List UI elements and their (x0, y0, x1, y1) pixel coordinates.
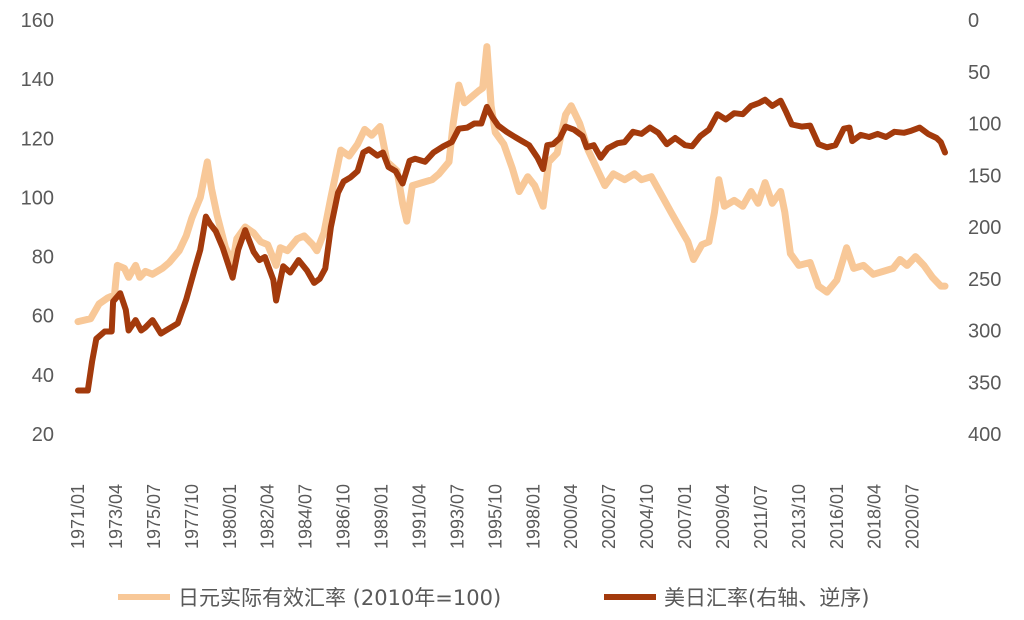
right-axis-tick-label: 300 (968, 321, 1001, 343)
left-axis-tick-label: 160 (21, 10, 54, 32)
series-line-usdjpy (75, 96, 948, 394)
left-axis-tick-label: 20 (32, 424, 54, 446)
legend-label-usdjpy: 美日汇率(右轴、逆序) (664, 586, 869, 610)
x-axis-tick-label: 2002/07 (599, 484, 619, 549)
right-axis-ticks: 0 50 100 150 200 250 300 350 400 (968, 10, 1001, 446)
right-axis-tick-label: 200 (968, 217, 1001, 239)
x-axis-tick-label: 1995/10 (485, 484, 505, 549)
left-axis-ticks: 20 40 60 80 100 120 140 160 (21, 10, 54, 446)
series-lines (74, 43, 949, 394)
x-axis-tick-label: 1993/07 (447, 484, 467, 549)
legend: 日元实际有效汇率 (2010年=100) 美日汇率(右轴、逆序) (118, 586, 869, 610)
x-axis-tick-label: 2013/10 (789, 484, 809, 549)
x-axis-tick-label: 2007/01 (675, 484, 695, 549)
x-axis-tick-label: 1973/04 (106, 484, 126, 549)
x-axis-tick-label: 1989/01 (372, 484, 392, 549)
x-axis-tick-label: 2000/04 (561, 484, 581, 549)
x-axis-tick-label: 2011/07 (751, 485, 771, 549)
left-axis-tick-label: 100 (21, 187, 54, 209)
right-axis-tick-label: 0 (968, 10, 979, 32)
x-axis-tick-label: 2018/04 (865, 484, 885, 549)
right-axis-tick-label: 150 (968, 165, 1001, 187)
left-axis-tick-label: 80 (32, 247, 54, 269)
x-axis-tick-label: 2009/04 (713, 484, 733, 549)
right-axis-tick-label: 350 (968, 372, 1001, 394)
right-axis-tick-label: 400 (968, 424, 1001, 446)
x-axis-tick-label: 1980/01 (220, 484, 240, 549)
left-axis-tick-label: 40 (32, 365, 54, 387)
series-line-real-effective-rate (74, 43, 949, 326)
x-axis-ticks: 1971/01 1973/04 1975/07 1977/10 1980/01 1982/… (68, 484, 923, 549)
left-axis-tick-label: 140 (21, 69, 54, 91)
right-axis-tick-label: 50 (968, 62, 990, 84)
x-axis-tick-label: 2004/10 (637, 484, 657, 549)
x-axis-tick-label: 1975/07 (144, 484, 164, 549)
x-axis-tick-label: 2016/01 (827, 484, 847, 549)
legend-label-real-effective-rate: 日元实际有效汇率 (2010年=100) (178, 586, 501, 610)
x-axis-tick-label: 2020/07 (903, 484, 923, 549)
right-axis-tick-label: 250 (968, 269, 1001, 291)
x-axis-tick-label: 1998/01 (523, 484, 543, 549)
left-axis-tick-label: 120 (21, 128, 54, 150)
x-axis-tick-label: 1991/04 (409, 484, 429, 549)
x-axis-tick-label: 1982/04 (258, 484, 278, 549)
x-axis-tick-label: 1984/07 (296, 484, 316, 549)
x-axis-tick-label: 1977/10 (182, 484, 202, 549)
right-axis-tick-label: 100 (968, 114, 1001, 136)
x-axis-tick-label: 1986/10 (334, 484, 354, 549)
left-axis-tick-label: 60 (32, 306, 54, 328)
x-axis-tick-label: 1971/01 (68, 484, 88, 549)
